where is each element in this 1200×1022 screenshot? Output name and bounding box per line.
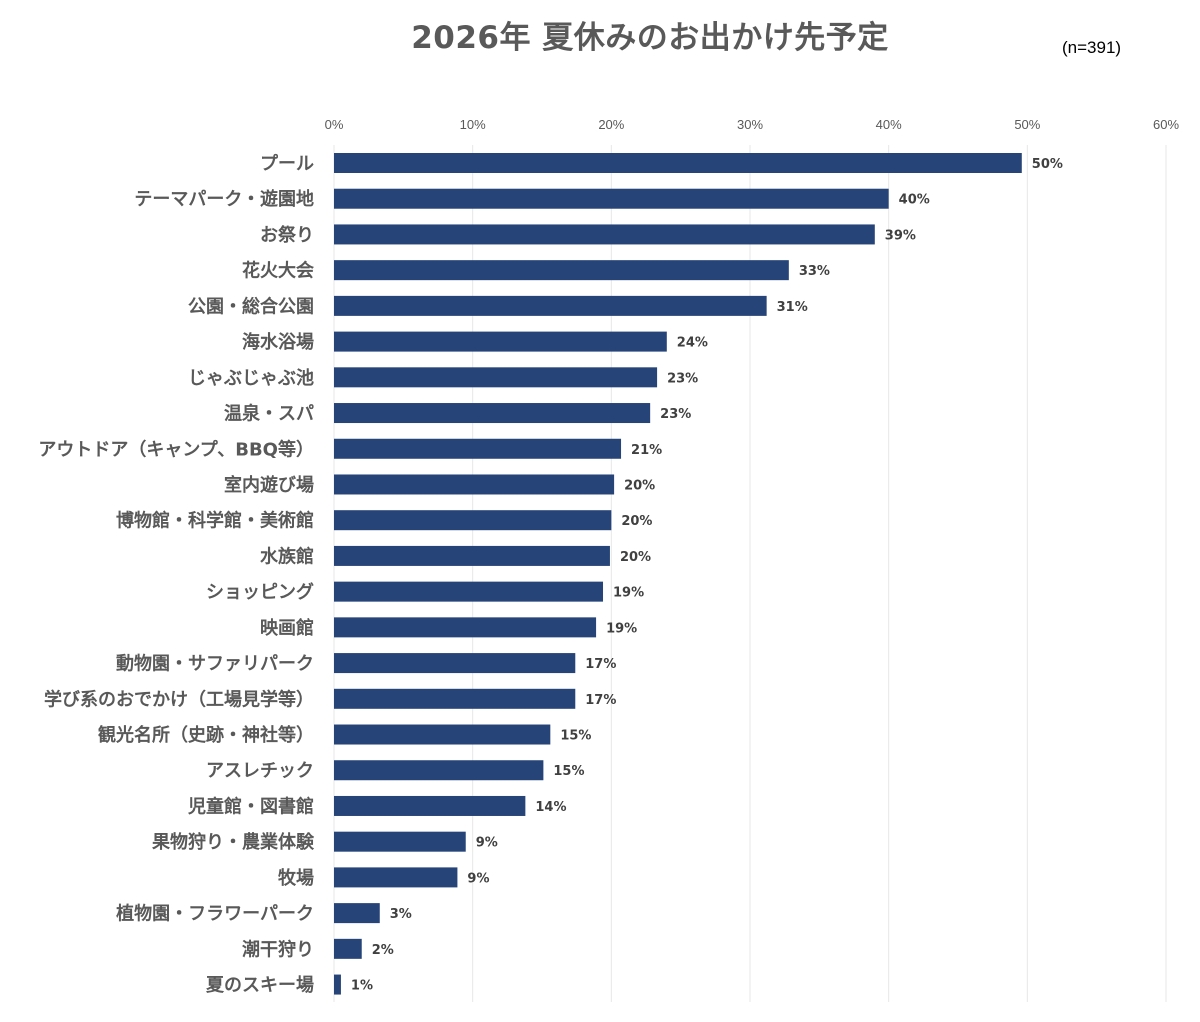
value-label: 20%: [624, 478, 655, 493]
category-label: 室内遊び場: [224, 474, 314, 496]
value-label: 2%: [372, 943, 394, 958]
value-label: 40%: [899, 193, 930, 208]
category-label: 博物館・科学館・美術館: [116, 510, 314, 532]
value-label: 20%: [621, 514, 652, 529]
category-label: 夏のスキー場: [206, 975, 314, 996]
bar: [334, 903, 380, 924]
value-label: 21%: [631, 443, 662, 458]
value-label: 17%: [585, 657, 616, 672]
bar: [334, 653, 576, 674]
x-tick-label: 50%: [1014, 117, 1040, 132]
category-label: アウトドア（キャンプ、BBQ等）: [38, 438, 314, 460]
value-label: 9%: [476, 836, 498, 851]
value-label: 15%: [560, 729, 591, 744]
category-label: じゃぶじゃぶ池: [188, 367, 314, 389]
value-label: 1%: [351, 979, 373, 994]
x-tick-label: 30%: [737, 117, 763, 132]
x-tick-label: 10%: [460, 117, 486, 132]
value-label: 31%: [777, 300, 808, 315]
category-label: アスレチック: [206, 761, 314, 782]
value-label: 3%: [390, 907, 412, 922]
bar: [334, 153, 1022, 173]
bar: [334, 295, 767, 316]
x-axis-ticks: 0% 10% 20% 30% 40% 50% 60%: [325, 117, 1180, 132]
value-labels: 50% 40% 39% 33% 31% 24% 23% 23% 21% 20% 20% 20% 19% 1…: [351, 157, 1063, 994]
value-label: 19%: [606, 621, 637, 636]
x-tick-label: 40%: [876, 117, 902, 132]
x-tick-label: 60%: [1153, 117, 1179, 132]
bar: [334, 438, 622, 459]
category-label: 牧場: [278, 867, 314, 889]
category-label: 植物園・フラワーパーク: [116, 903, 314, 925]
bar: [334, 510, 612, 531]
gridlines: [333, 145, 1167, 1002]
value-label: 14%: [535, 800, 566, 815]
bar: [334, 688, 576, 709]
value-label: 15%: [553, 764, 584, 779]
value-label: 39%: [885, 228, 916, 243]
category-label: 学び系のおでかけ（工場見学等）: [44, 688, 314, 710]
category-label: 温泉・スパ: [224, 403, 314, 425]
bar: [334, 188, 889, 209]
category-label: 花火大会: [242, 260, 314, 282]
bar: [334, 260, 789, 281]
category-label: 観光名所（史跡・神社等）: [98, 724, 314, 746]
bar: [334, 331, 667, 352]
category-label: 公園・総合公園: [188, 295, 314, 317]
value-label: 17%: [585, 693, 616, 708]
value-label: 20%: [620, 550, 651, 565]
bar: [334, 974, 341, 995]
bar: [334, 224, 875, 245]
bar: [334, 831, 466, 852]
category-label: 果物狩り・農業体験: [151, 831, 315, 853]
bar: [334, 938, 362, 959]
category-label: お祭り: [260, 224, 314, 246]
category-label: プール: [260, 153, 314, 175]
bar: [334, 581, 604, 602]
category-label: テーマパーク・遊園地: [134, 188, 314, 210]
bars: [334, 153, 1022, 995]
value-label: 9%: [467, 871, 489, 886]
value-label: 50%: [1032, 157, 1063, 172]
bar: [334, 474, 615, 495]
bar: [334, 545, 610, 566]
value-label: 19%: [613, 586, 644, 601]
chart-title: 2026年 夏休みのお出かけ先予定: [411, 20, 889, 56]
bar: [334, 724, 551, 745]
sample-size-note: (n=391): [1062, 38, 1122, 57]
bar: [334, 760, 544, 781]
category-label: 映画館: [260, 617, 314, 639]
x-tick-label: 0%: [325, 117, 344, 132]
bar: [334, 367, 658, 388]
value-label: 23%: [667, 371, 698, 386]
category-label: 児童館・図書館: [187, 795, 314, 817]
category-label: ショッピング: [206, 581, 314, 603]
bar: [334, 617, 597, 638]
bar: [334, 795, 526, 816]
x-tick-label: 20%: [598, 117, 624, 132]
bar: [334, 403, 651, 424]
value-label: 24%: [677, 336, 708, 351]
category-labels: プールテーマパーク・遊園地お祭り花火大会公園・総合公園海水浴場じゃぶじゃぶ池温泉…: [38, 153, 315, 997]
value-label: 33%: [799, 264, 830, 279]
category-label: 水族館: [260, 545, 314, 567]
category-label: 潮干狩り: [242, 938, 314, 960]
value-label: 23%: [660, 407, 691, 422]
category-label: 動物園・サファリパーク: [116, 653, 314, 675]
category-label: 海水浴場: [242, 331, 314, 353]
bar: [334, 867, 458, 888]
